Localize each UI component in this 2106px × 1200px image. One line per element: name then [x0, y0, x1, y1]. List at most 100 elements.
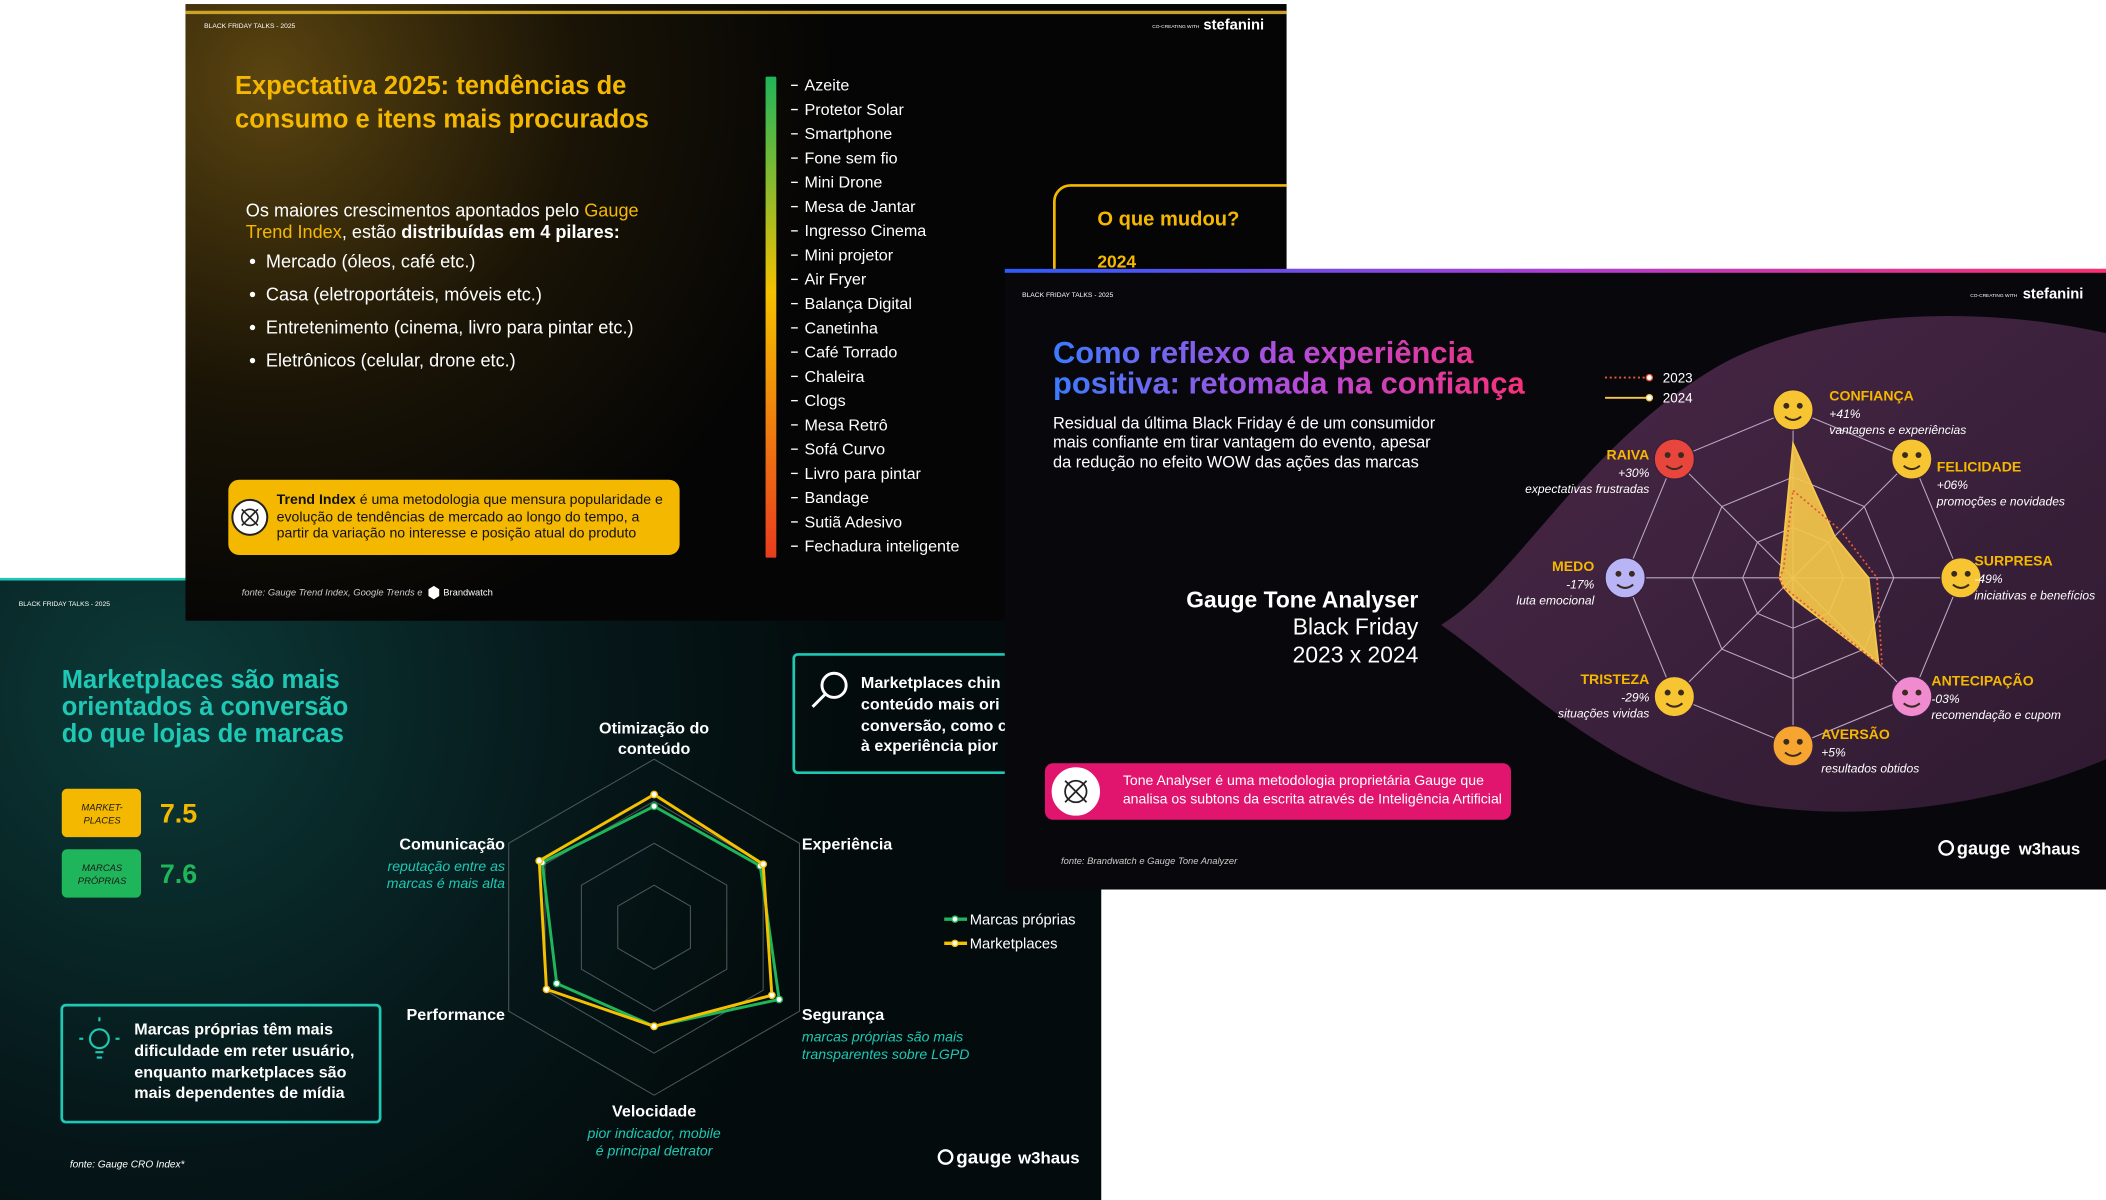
takeaway-text: enquanto marketplaces são [134, 1064, 346, 1082]
legend: Marcas próprias Marketplaces [944, 913, 1076, 953]
source-note: fonte: Gauge CRO Index* [70, 1160, 186, 1171]
spoke [1673, 458, 1794, 579]
emotion-mouth [1665, 464, 1684, 471]
note-bold: Trend Index [277, 491, 356, 507]
radar-chart: CONFIANÇA +41% vantagens e experiências FEL… [1516, 387, 2095, 775]
emotion-eye [1678, 689, 1685, 696]
score-value: 7.6 [160, 859, 197, 889]
emotion-eye [1951, 570, 1958, 577]
emotion-name: RAIVA [1607, 447, 1650, 463]
item: Mini Drone [805, 174, 883, 192]
emotion-change: +41% [1829, 407, 1860, 421]
callout-title: O que mudou? [1097, 209, 1239, 231]
radar-series [1778, 440, 1880, 666]
emotion-eye [1796, 402, 1803, 409]
slide-tone: BLACK FRIDAY TALKS - 2025 CO-CREATING WI… [1004, 268, 2106, 890]
takeaway-text: dificuldade em reter usuário, [134, 1042, 354, 1060]
emotion-eye [1664, 689, 1671, 696]
emotion-icon [1940, 556, 1982, 599]
note-box [228, 479, 680, 555]
grid-ring [617, 884, 691, 970]
item: Canetinha [805, 319, 878, 337]
note-line: partir da variação no interesse e posiçã… [277, 525, 637, 541]
emotion-icon [1890, 675, 1933, 718]
slide-header: BLACK FRIDAY TALKS - 2025 [19, 601, 110, 608]
bulb-icon [79, 1017, 120, 1059]
emotion-name: ANTECIPAÇÃO [1931, 671, 2033, 688]
item: Smartphone [805, 125, 893, 143]
spoke [1673, 577, 1794, 697]
top-rule [1004, 268, 2106, 273]
emotion-eye [1902, 689, 1909, 696]
analyser-event: Black Friday [1293, 613, 1419, 639]
axis-note: reputação entre as [388, 858, 506, 874]
note-line: evolução de tendências de mercado ao lon… [277, 508, 640, 524]
axis-note: marcas próprias são mais [802, 1028, 963, 1044]
partner-label: CO-CREATING WITH [1970, 293, 2018, 299]
source-brand: Brandwatch [443, 586, 493, 597]
emotion-change: +30% [1618, 466, 1649, 480]
gauge-mark [1938, 840, 1955, 856]
emotion-eye [1964, 570, 1971, 577]
emotion-eye [1915, 452, 1922, 458]
analyser-name: Gauge Tone Analyser [1186, 586, 1418, 612]
insight-text: conversão, como c [861, 717, 1007, 735]
legend-label: Marcas próprias [970, 913, 1076, 929]
body-text: da redução no efeito WOW das ações das m… [1053, 454, 1419, 472]
radar-series [1778, 488, 1884, 669]
slide-title: orientados à conversão [62, 693, 348, 721]
emotion-detail: promoções e novidades [1936, 494, 2065, 508]
radar-point [650, 802, 658, 811]
logo-gauge: gauge [1957, 839, 2010, 859]
emotion-name: FELICIDADE [1937, 459, 2022, 475]
emotion-eye [1615, 570, 1622, 577]
emotion-name: MEDO [1552, 558, 1594, 574]
intro-bold: distribuídas em 4 pilares: [401, 222, 620, 242]
emotion-icon [1653, 438, 1696, 480]
slide-title: do que lojas de marcas [62, 720, 344, 748]
slide-title: consumo e itens mais procurados [235, 106, 649, 134]
radar-point [775, 995, 784, 1004]
item: Mesa de Jantar [805, 198, 917, 216]
emotion-eye [1628, 570, 1635, 577]
bullet [249, 291, 256, 298]
intro-highlight: Trend Index [246, 222, 342, 242]
legend: 2023 2024 [1605, 370, 1693, 405]
item: Fone sem fio [805, 149, 898, 167]
axis-note: transparentes sobre LGPD [802, 1046, 970, 1062]
magnifier-icon [811, 671, 848, 708]
item: Ingresso Cinema [805, 222, 927, 240]
source-note: fonte: Gauge Trend Index, Google Trends … [242, 586, 423, 597]
emotion-change: +5% [1821, 746, 1846, 760]
note-line: analisa os subtons da escrita através de… [1123, 791, 1502, 807]
score-label: MARCAS [82, 862, 123, 873]
radar-point [650, 790, 658, 799]
body-text: Residual da última Black Friday é de um … [1053, 415, 1436, 433]
intro-highlight: Gauge [584, 200, 638, 220]
insight-box [792, 653, 1102, 775]
ranking-gradient [765, 76, 777, 558]
legend-dot [1645, 373, 1654, 382]
bullet [249, 324, 256, 331]
emotion-eye [1915, 689, 1922, 696]
emotion-mouth [1784, 751, 1802, 757]
note-line: Tone Analyser é uma metodologia propriet… [1123, 772, 1484, 788]
legend-dot [951, 939, 959, 948]
slide-header: BLACK FRIDAY TALKS - 2025 [1022, 292, 1113, 299]
emotion-icon [1604, 556, 1646, 599]
emotion-mouth [1665, 702, 1684, 708]
axis-label: conteúdo [618, 740, 691, 758]
radar-point [650, 1022, 658, 1031]
emotion-mouth [1903, 464, 1921, 471]
intro-line: Trend Index, estão distribuídas em 4 pil… [246, 222, 620, 242]
emotion-icon [1772, 724, 1814, 767]
partner-logo: stefanini [1203, 18, 1264, 34]
insight-text: conteúdo mais ori [861, 696, 1000, 714]
emotion-eye [1678, 452, 1685, 458]
top-rule [185, 10, 1287, 15]
item: Balança Digital [805, 295, 912, 313]
item: Mesa Retrô [805, 416, 888, 434]
item: Mini projetor [805, 246, 894, 264]
emotion-detail: iniciativas e benefícios [1974, 588, 2095, 602]
logo-w3haus: w3haus [2018, 840, 2081, 859]
